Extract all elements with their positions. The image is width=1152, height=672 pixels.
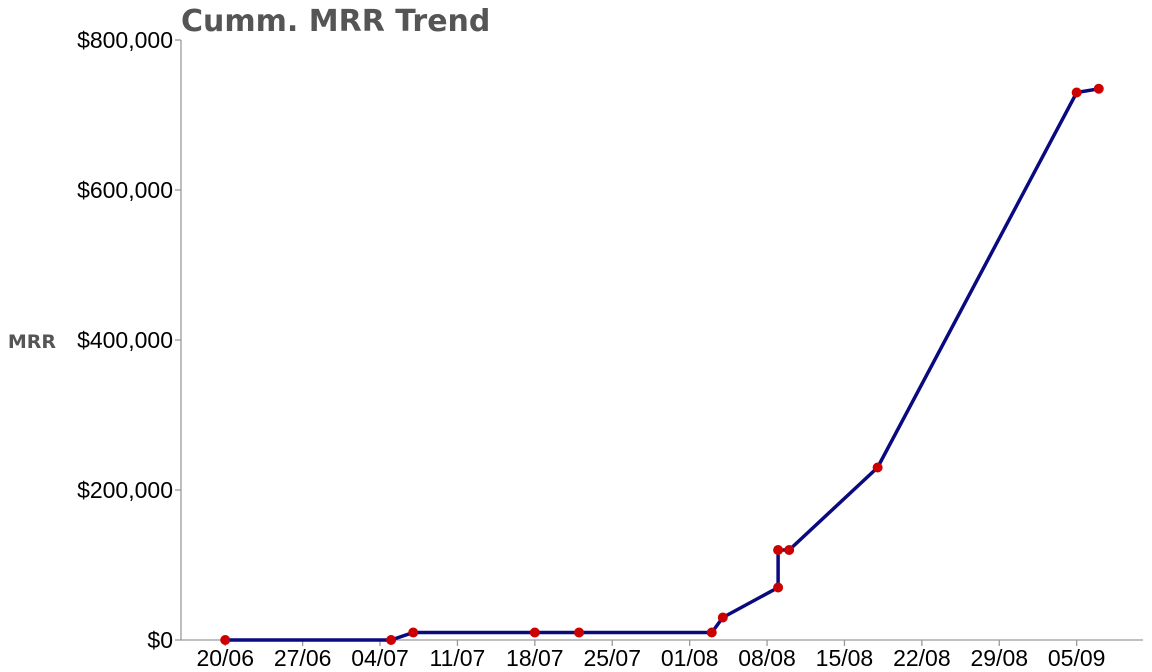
x-tick-label: 15/08	[816, 645, 874, 671]
y-axis-label: MRR	[8, 331, 57, 353]
x-tick-label: 05/09	[1048, 645, 1106, 671]
x-tick-label: 18/07	[506, 645, 564, 671]
data-point	[717, 612, 728, 623]
data-point	[1093, 83, 1104, 94]
x-tick-label: 11/07	[430, 645, 486, 671]
x-tick-label: 08/08	[738, 645, 796, 671]
data-point	[773, 545, 784, 555]
x-tick-label: 20/06	[196, 645, 254, 671]
y-tick-label: $200,000	[77, 477, 173, 503]
y-tick-label: $0	[147, 627, 173, 653]
x-tick-label: 22/08	[893, 645, 951, 671]
y-axis: $0 $200,000 $400,000 $600,000 $800,000	[77, 27, 182, 653]
y-tick-label: $600,000	[77, 177, 173, 203]
series-line	[223, 87, 1101, 642]
x-tick-label: 29/08	[970, 645, 1028, 671]
data-point	[784, 545, 795, 555]
x-axis: 20/06 27/06 04/07 11/07 18/07 25/07 01/08 08/08…	[181, 639, 1143, 671]
data-point	[872, 462, 883, 473]
data-point	[386, 635, 397, 645]
data-point	[529, 627, 540, 638]
data-point	[706, 627, 717, 638]
data-point	[1071, 87, 1082, 98]
data-point	[408, 627, 419, 638]
y-tick-label: $800,000	[77, 27, 173, 53]
x-tick-label: 27/06	[274, 645, 332, 671]
x-tick-label: 01/08	[661, 645, 719, 671]
data-point	[574, 627, 585, 638]
data-point	[773, 582, 784, 593]
chart-title: Cumm. MRR Trend	[181, 4, 490, 39]
y-tick-label: $400,000	[77, 327, 173, 353]
x-tick-label: 25/07	[583, 645, 641, 671]
x-tick-label: 04/07	[351, 645, 409, 671]
data-point	[220, 635, 231, 645]
plot-area	[220, 83, 1104, 645]
